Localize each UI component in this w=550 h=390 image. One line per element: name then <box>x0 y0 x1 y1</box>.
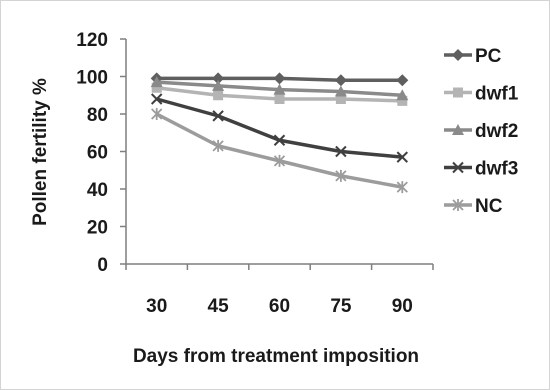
y-tick-label: 120 <box>76 30 108 51</box>
y-tick-label: 20 <box>87 218 108 239</box>
data-point <box>213 90 224 101</box>
x-tick-label: 30 <box>146 296 167 317</box>
y-tick-label: 0 <box>97 255 108 276</box>
data-point <box>151 108 163 120</box>
data-point <box>212 139 224 152</box>
x-tick-label: 60 <box>269 296 290 317</box>
legend-swatch-marker <box>452 199 464 211</box>
series-line-dwf3 <box>156 97 403 159</box>
y-tick-marks <box>120 38 126 265</box>
legend-label: PC <box>475 46 502 67</box>
data-point <box>335 94 346 104</box>
data-point <box>396 181 408 194</box>
x-axis-title: Days from treatment imposition <box>133 346 419 367</box>
y-tick-label: 80 <box>87 105 108 126</box>
data-point <box>212 110 224 122</box>
data-point <box>212 79 225 91</box>
data-point <box>396 89 409 101</box>
legend-entry-pc: PC <box>444 46 502 67</box>
data-point <box>396 151 409 163</box>
data-point <box>212 72 225 85</box>
legend-label: dwf3 <box>475 159 518 180</box>
series-line-nc <box>155 112 403 189</box>
x-tick-label: 45 <box>208 296 230 317</box>
x-tick-label: 90 <box>392 296 413 317</box>
data-point <box>150 93 163 105</box>
legend-entry-dwf3: dwf3 <box>444 159 518 180</box>
data-point <box>150 76 163 88</box>
data-point <box>273 154 286 167</box>
legend: PC dwf1 dwf2 dwf3 NC <box>444 46 519 217</box>
data-point <box>397 95 408 106</box>
data-point <box>273 134 286 146</box>
x-tick-marks <box>125 264 434 270</box>
legend-label: NC <box>475 196 503 217</box>
data-point <box>274 94 285 104</box>
series-dwf1 <box>151 82 408 106</box>
plot-area <box>150 72 409 194</box>
x-tick-labels: 30 45 60 75 90 <box>146 296 413 317</box>
y-tick-label: 60 <box>87 143 108 164</box>
data-point <box>335 169 347 182</box>
legend-entry-dwf2: dwf2 <box>444 121 518 142</box>
legend-entry-nc: NC <box>444 196 503 217</box>
series-nc <box>151 108 408 194</box>
legend-label: dwf2 <box>475 121 518 142</box>
axes: 0 20 40 60 80 100 120 30 45 60 75 90 <box>76 30 434 317</box>
y-tick-labels: 0 20 40 60 80 100 120 <box>76 30 108 276</box>
y-tick-label: 40 <box>87 180 108 201</box>
legend-swatch-marker <box>452 124 464 135</box>
legend-swatch-marker <box>453 87 463 98</box>
data-point <box>151 82 162 93</box>
series-dwf3 <box>150 93 409 163</box>
y-axis-title: Pollen fertility % <box>30 78 51 226</box>
series-dwf2 <box>150 76 409 101</box>
data-point <box>273 83 286 95</box>
legend-entry-dwf1: dwf1 <box>444 84 519 105</box>
data-point <box>396 74 409 87</box>
legend-swatch-marker <box>452 161 464 174</box>
data-point <box>273 72 286 85</box>
x-tick-label: 75 <box>330 296 352 317</box>
data-point <box>334 85 347 97</box>
legend-label: dwf1 <box>475 84 519 105</box>
y-tick-label: 100 <box>76 68 108 89</box>
data-point <box>334 74 347 87</box>
legend-swatch-marker <box>452 49 464 61</box>
data-point <box>335 145 347 158</box>
